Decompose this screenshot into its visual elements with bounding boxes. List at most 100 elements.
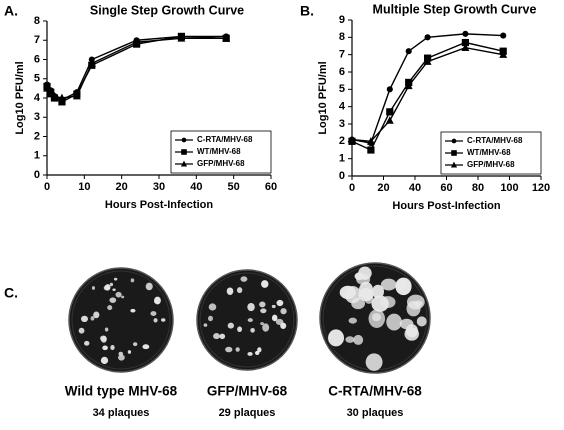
marker bbox=[424, 34, 431, 41]
marker bbox=[462, 30, 469, 37]
y-tick-label: 2 bbox=[34, 130, 40, 142]
plaque-spot bbox=[247, 302, 255, 312]
plaque-spot bbox=[250, 327, 255, 333]
marker bbox=[500, 32, 507, 39]
plaque-spot bbox=[110, 344, 115, 351]
x-tick-label: 40 bbox=[190, 181, 202, 193]
marker bbox=[348, 135, 356, 143]
x-tick-label: 40 bbox=[409, 182, 421, 194]
plaque-spot bbox=[260, 308, 267, 314]
plaque-spot bbox=[406, 300, 421, 317]
y-tick-label: 4 bbox=[339, 101, 346, 113]
plate-label: GFP/MHV-68 bbox=[207, 384, 288, 399]
plaque-spot bbox=[345, 336, 355, 343]
legend-label: C-RTA/MHV-68 bbox=[467, 136, 523, 145]
plate bbox=[196, 269, 298, 371]
x-axis-label: Hours Post-Infection bbox=[392, 200, 500, 212]
y-tick-label: 2 bbox=[339, 135, 345, 147]
marker bbox=[499, 50, 508, 58]
legend-marker bbox=[181, 137, 187, 143]
marker bbox=[132, 37, 141, 46]
x-tick-label: 20 bbox=[377, 182, 389, 194]
plaque-spot bbox=[100, 335, 107, 343]
plaque-spot bbox=[154, 296, 161, 305]
plaque-spot bbox=[399, 318, 414, 330]
plaque-spot bbox=[236, 287, 243, 294]
marker bbox=[386, 108, 394, 116]
y-tick-label: 6 bbox=[339, 66, 345, 78]
plaque-spot bbox=[203, 323, 208, 327]
plaque-spot bbox=[109, 282, 114, 287]
plaque-spot bbox=[328, 329, 345, 347]
plaque-spot bbox=[380, 296, 396, 308]
plaque-spot bbox=[208, 303, 217, 311]
plaque-spot bbox=[84, 340, 90, 346]
plate-rim bbox=[71, 270, 171, 370]
chart-title: Multiple Step Growth Curve bbox=[373, 2, 537, 16]
marker bbox=[404, 81, 413, 90]
plaque-spot bbox=[107, 305, 113, 311]
y-tick-label: 7 bbox=[34, 34, 40, 46]
marker bbox=[461, 38, 469, 47]
plaque-spot bbox=[104, 327, 109, 332]
y-tick-label: 1 bbox=[339, 153, 345, 165]
plaque-spot bbox=[142, 344, 150, 350]
plaque-spot bbox=[78, 327, 85, 334]
plaque-spot bbox=[207, 315, 213, 322]
marker bbox=[87, 59, 96, 67]
y-tick-label: 9 bbox=[339, 14, 345, 26]
x-tick-label: 80 bbox=[472, 182, 484, 194]
plaque-spot bbox=[121, 295, 125, 299]
plate-count: 34 plaques bbox=[93, 407, 150, 419]
plaque-spot bbox=[225, 346, 233, 353]
x-tick-label: 10 bbox=[78, 181, 90, 193]
y-tick-label: 0 bbox=[339, 170, 345, 182]
x-tick-label: 100 bbox=[500, 182, 518, 194]
plaque-spot bbox=[395, 277, 412, 296]
plaque-spot bbox=[93, 311, 100, 319]
legend-label: WT/MHV-68 bbox=[467, 148, 511, 157]
plaque-spot bbox=[100, 356, 109, 365]
plate-count: 30 plaques bbox=[347, 407, 404, 419]
y-tick-label: 5 bbox=[339, 83, 345, 95]
x-tick-label: 120 bbox=[532, 182, 550, 194]
x-tick-label: 60 bbox=[265, 181, 277, 193]
plaque-spot bbox=[368, 309, 386, 328]
marker bbox=[50, 91, 59, 100]
plate-label: Wild type MHV-68 bbox=[65, 384, 178, 399]
plaque-spot bbox=[240, 276, 248, 282]
legend-marker bbox=[181, 149, 187, 155]
marker bbox=[423, 57, 432, 65]
plaque-spot bbox=[271, 304, 276, 309]
plaque-spot bbox=[102, 345, 108, 351]
y-tick-label: 5 bbox=[34, 73, 40, 85]
y-tick-label: 1 bbox=[34, 150, 40, 162]
plaque-spot bbox=[113, 277, 118, 281]
plaque-spot bbox=[130, 308, 136, 313]
y-tick-label: 8 bbox=[339, 31, 345, 43]
legend-marker bbox=[451, 150, 457, 156]
marker bbox=[405, 48, 412, 55]
plate-count: 29 plaques bbox=[219, 407, 276, 419]
plaque-spot bbox=[90, 316, 95, 321]
marker bbox=[366, 137, 375, 145]
plaque-spot bbox=[227, 322, 234, 329]
plaque-spot bbox=[386, 313, 402, 331]
plaque-spot bbox=[104, 284, 111, 291]
plaque-spot bbox=[365, 353, 383, 371]
y-tick-label: 7 bbox=[339, 49, 345, 61]
legend-label: C-RTA/MHV-68 bbox=[197, 135, 253, 144]
legend-label: GFP/MHV-68 bbox=[197, 159, 245, 168]
marker bbox=[72, 91, 81, 100]
y-axis-label: Log10 PFU/ml bbox=[317, 61, 329, 134]
plaque-spot bbox=[280, 308, 287, 315]
plate-rim bbox=[199, 272, 295, 368]
plaque-spot bbox=[344, 286, 361, 304]
plaque-spot bbox=[235, 347, 240, 352]
plaque-spot bbox=[161, 318, 166, 322]
marker bbox=[58, 98, 66, 106]
x-tick-label: 60 bbox=[440, 182, 452, 194]
plaque-spot bbox=[153, 318, 158, 323]
plaque-spot bbox=[257, 347, 262, 353]
